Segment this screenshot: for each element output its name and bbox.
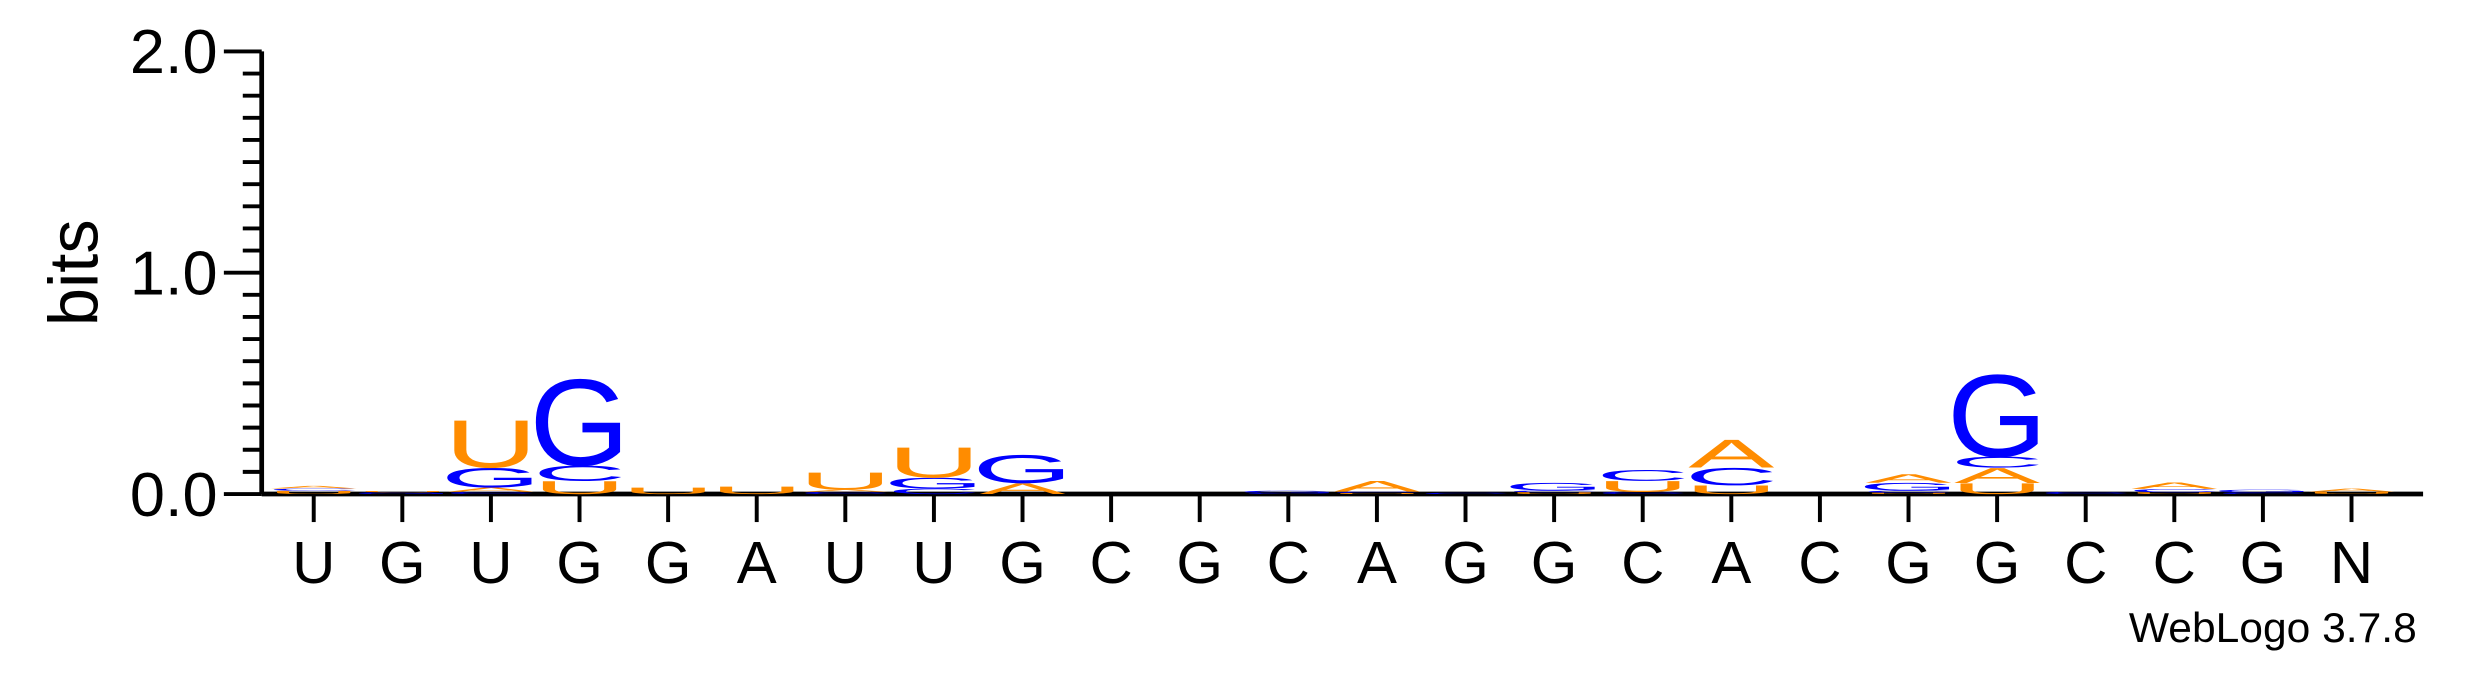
logo-letter-c: C bbox=[1508, 490, 1601, 493]
logo-letter-g: G bbox=[1858, 481, 1958, 493]
logo-letter-a: A bbox=[980, 480, 1067, 497]
x-tick-label: G bbox=[2240, 529, 2287, 596]
logo-letter-u: U bbox=[1685, 483, 1778, 497]
x-tick-label: C bbox=[1267, 529, 1310, 596]
logo-letter-g: G bbox=[352, 492, 452, 495]
y-tick-label: 2.0 bbox=[130, 18, 218, 88]
x-tick-label: G bbox=[999, 529, 1046, 596]
x-tick-label: G bbox=[1531, 529, 1578, 596]
logo-letter-c: C bbox=[1685, 463, 1778, 491]
logo-letter-g: G bbox=[1947, 351, 2047, 482]
logo-letter-c: C bbox=[887, 487, 980, 496]
logo-letter-c: C bbox=[533, 461, 626, 485]
logo-letter-c: C bbox=[1242, 493, 1335, 495]
logo-letter-a: A bbox=[2308, 488, 2394, 493]
axis-layer bbox=[223, 49, 2424, 523]
x-tick-label: G bbox=[1442, 529, 1489, 596]
logo-letter-c: C bbox=[2216, 492, 2309, 495]
logo-letter-c: C bbox=[1419, 492, 1512, 494]
logo-letter-a: A bbox=[1334, 478, 1421, 495]
x-tick-label: G bbox=[1974, 529, 2021, 596]
logo-letter-u: U bbox=[710, 484, 803, 496]
x-tick-label: G bbox=[645, 529, 692, 596]
logo-letter-u: U bbox=[2305, 491, 2398, 494]
logo-letter-c: C bbox=[1596, 467, 1689, 484]
logo-letter-c: C bbox=[1596, 491, 1689, 494]
logo-letter-u: U bbox=[887, 439, 980, 487]
logo-letter-g: G bbox=[1238, 490, 1338, 493]
logo-letter-u: U bbox=[1330, 493, 1423, 495]
logo-letter-c: C bbox=[2039, 491, 2132, 494]
x-tick-label: A bbox=[1357, 529, 1397, 596]
logo-letter-g: G bbox=[972, 447, 1072, 492]
x-tick-label: G bbox=[1176, 529, 1223, 596]
logo-letter-u: U bbox=[1508, 492, 1601, 495]
logo-letter-c: C bbox=[1951, 454, 2044, 471]
logo-letter-u: U bbox=[267, 490, 360, 495]
logo-letter-c: C bbox=[1330, 491, 1423, 493]
x-tick-label: A bbox=[1711, 529, 1751, 596]
y-tick-label: 1.0 bbox=[130, 239, 218, 309]
x-tick-label: G bbox=[1885, 529, 1932, 596]
logo-letter-c: C bbox=[1862, 490, 1955, 493]
logo-letter-a: A bbox=[1954, 463, 2040, 487]
x-tick-label: U bbox=[469, 529, 512, 596]
x-tick-label: C bbox=[1621, 529, 1664, 596]
logo-letter-a: A bbox=[1865, 472, 1951, 486]
logo-letter-g: G bbox=[1504, 481, 1604, 493]
logo-letter-u: U bbox=[799, 467, 892, 495]
logo-letter-g: G bbox=[441, 462, 541, 493]
axis-labels: 0.01.02.0U G U G G A U U G C G C A G G C A C G G C C G N bbox=[130, 18, 2373, 596]
x-tick-label: U bbox=[824, 529, 867, 596]
x-tick-label: C bbox=[1798, 529, 1841, 596]
logo-letter-c: C bbox=[267, 488, 360, 491]
logo-letter-a: A bbox=[802, 489, 888, 492]
logo-letter-u: U bbox=[356, 491, 449, 493]
y-tick-label: 0.0 bbox=[130, 460, 218, 530]
logo-letter-u: U bbox=[444, 406, 537, 482]
x-tick-label: U bbox=[912, 529, 955, 596]
logo-letter-g: G bbox=[2213, 489, 2313, 493]
logo-letter-a: A bbox=[2131, 481, 2217, 491]
x-tick-label: N bbox=[2330, 529, 2373, 596]
logo-letter-c: C bbox=[444, 491, 537, 494]
logo-letter-g: G bbox=[884, 475, 984, 492]
x-tick-label: A bbox=[737, 529, 777, 596]
x-tick-label: C bbox=[2153, 529, 2196, 596]
x-tick-label: G bbox=[379, 529, 426, 596]
x-tick-label: C bbox=[2064, 529, 2107, 596]
logo-letter-u: U bbox=[2128, 492, 2221, 495]
y-axis-label: bits bbox=[35, 219, 112, 326]
logo-letter-c: C bbox=[2128, 488, 2221, 493]
x-tick-label: C bbox=[1089, 529, 1132, 596]
logo-letter-u: U bbox=[1596, 478, 1689, 495]
logo-letter-u: U bbox=[533, 477, 626, 498]
logo-letter-a: A bbox=[448, 486, 534, 493]
logo-letter-g: G bbox=[529, 354, 629, 492]
logo-letter-u: U bbox=[1862, 492, 1955, 494]
logo-letter-a: A bbox=[1688, 432, 1774, 477]
logo-letter-u: U bbox=[1951, 480, 2044, 497]
weblogo-version-label: WebLogo 3.7.8 bbox=[2129, 604, 2417, 651]
logo-letter-c: C bbox=[799, 491, 892, 494]
logo-letter-u: U bbox=[622, 486, 715, 496]
x-tick-label: U bbox=[292, 529, 335, 596]
x-tick-label: G bbox=[556, 529, 603, 596]
logo-letter-a: A bbox=[271, 485, 357, 489]
